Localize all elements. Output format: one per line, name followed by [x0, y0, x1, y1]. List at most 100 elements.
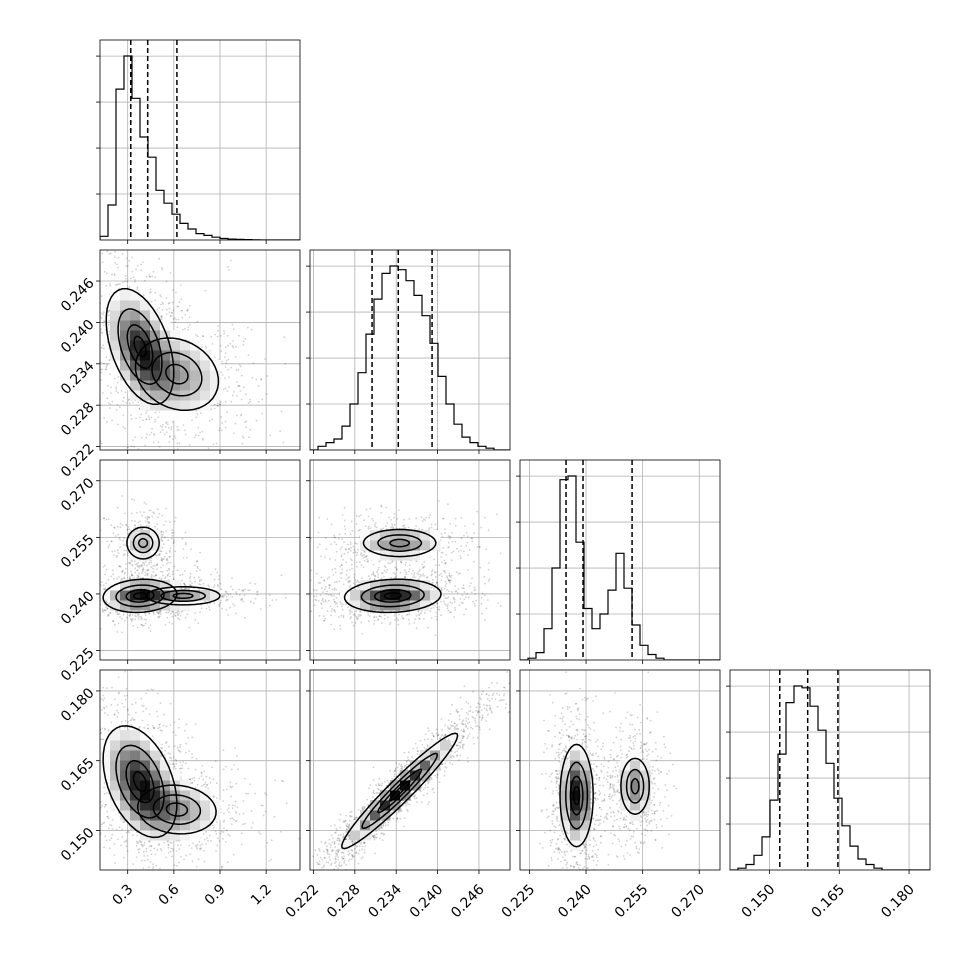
- scatter-point: [208, 585, 211, 588]
- density-cell: [140, 300, 151, 311]
- scatter-point: [195, 416, 198, 419]
- scatter-point: [138, 616, 141, 618]
- scatter-point: [101, 252, 103, 255]
- scatter-point: [255, 591, 258, 593]
- scatter-point: [241, 442, 244, 445]
- scatter-point: [149, 275, 152, 278]
- scatter-point: [161, 540, 164, 542]
- scatter-point: [116, 554, 118, 557]
- scatter-point: [380, 505, 383, 508]
- scatter-point: [324, 586, 327, 588]
- scatter-point: [146, 573, 149, 575]
- scatter-point: [72, 582, 74, 584]
- scatter-point: [453, 598, 456, 601]
- scatter-point: [233, 604, 236, 607]
- scatter-point: [166, 570, 169, 572]
- scatter-point: [227, 807, 230, 809]
- scatter-point: [238, 384, 241, 387]
- scatter-point: [328, 587, 331, 590]
- scatter-point: [156, 610, 158, 613]
- density-cell: [170, 370, 181, 381]
- density-cell: [130, 310, 141, 321]
- scatter-point: [447, 609, 450, 612]
- scatter-point: [108, 333, 111, 336]
- scatter-point: [242, 340, 245, 342]
- scatter-point: [146, 518, 149, 521]
- scatter-point: [113, 377, 116, 380]
- scatter-point: [125, 563, 127, 565]
- scatter-point: [180, 588, 183, 591]
- scatter-point: [221, 594, 224, 597]
- scatter-point: [249, 428, 252, 431]
- scatter-point: [165, 507, 167, 510]
- scatter-point: [241, 435, 244, 438]
- scatter-point: [315, 572, 318, 575]
- scatter-point: [106, 607, 109, 610]
- scatter-point: [100, 317, 103, 319]
- scatter-point: [269, 604, 271, 607]
- scatter-point: [129, 612, 132, 615]
- scatter-point: [318, 543, 321, 546]
- scatter-point: [365, 554, 368, 557]
- scatter-point: [352, 545, 355, 548]
- scatter-point: [270, 839, 273, 842]
- scatter-point: [296, 527, 298, 529]
- scatter-point: [372, 572, 375, 575]
- scatter-point: [238, 588, 240, 591]
- scatter-point: [367, 525, 370, 528]
- scatter-point: [227, 266, 229, 268]
- scatter-point: [259, 463, 261, 465]
- scatter-point: [82, 587, 84, 589]
- density-cell: [150, 310, 161, 321]
- scatter-point: [222, 388, 225, 391]
- scatter-point: [448, 574, 451, 577]
- scatter-point: [197, 871, 199, 873]
- scatter-point: [230, 768, 233, 771]
- scatter-point: [127, 399, 130, 402]
- scatter-point: [179, 574, 182, 577]
- scatter-point: [107, 401, 110, 404]
- scatter-point: [77, 351, 79, 353]
- scatter-point: [394, 573, 397, 575]
- scatter-point: [150, 566, 153, 569]
- scatter-point: [126, 265, 129, 267]
- density-cell: [170, 590, 181, 601]
- scatter-point: [436, 581, 438, 584]
- scatter-point: [77, 405, 79, 407]
- scatter-point: [130, 618, 133, 621]
- scatter-point: [461, 594, 464, 596]
- scatter-point: [123, 553, 126, 556]
- scatter-point: [232, 346, 235, 349]
- scatter-point: [325, 537, 327, 539]
- scatter-point: [386, 568, 388, 571]
- scatter-point: [223, 330, 225, 332]
- scatter-point: [437, 608, 440, 611]
- scatter-point: [340, 555, 343, 558]
- scatter-point: [259, 608, 262, 610]
- scatter-point: [245, 420, 248, 423]
- scatter-point: [137, 575, 140, 578]
- scatter-point: [314, 604, 316, 607]
- scatter-point: [446, 589, 448, 591]
- scatter-point: [100, 584, 102, 587]
- scatter-point: [377, 566, 380, 569]
- scatter-point: [113, 526, 116, 529]
- scatter-point: [442, 517, 445, 520]
- scatter-point: [129, 613, 132, 616]
- scatter-point: [122, 613, 125, 616]
- scatter-point: [422, 573, 425, 575]
- scatter-point: [159, 550, 162, 553]
- scatter-point: [177, 305, 180, 308]
- scatter-point: [107, 323, 110, 326]
- scatter-point: [460, 516, 463, 519]
- density-cell: [150, 380, 161, 391]
- scatter-point: [100, 361, 102, 364]
- density-cell: [150, 370, 161, 381]
- grid: [310, 250, 510, 450]
- scatter-point: [136, 569, 138, 572]
- scatter-point: [65, 587, 67, 589]
- scatter-point: [159, 425, 162, 427]
- scatter-point: [138, 564, 141, 567]
- density-cell: [140, 360, 151, 371]
